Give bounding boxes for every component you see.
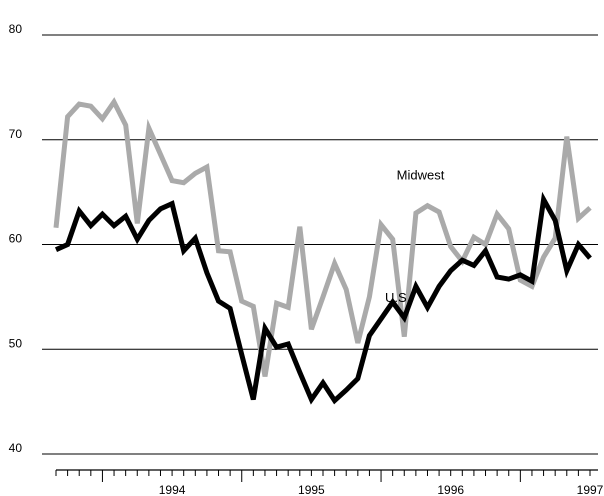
series-lines — [53, 97, 592, 405]
x-axis — [55, 469, 598, 482]
series-line-midwest — [53, 97, 592, 377]
gridlines — [42, 34, 598, 455]
y-tick-label-60: 60 — [9, 232, 23, 246]
x-tick-labels: 1994 1995 1996 1997 — [159, 483, 604, 496]
series-labels: U.S. Midwest — [385, 168, 445, 306]
y-tick-label-80: 80 — [9, 22, 23, 36]
series-label-midwest: Midwest — [397, 168, 445, 183]
x-tick-label-1996: 1996 — [437, 483, 464, 496]
y-tick-label-70: 70 — [9, 127, 23, 141]
series-line-u-s — [54, 191, 592, 405]
series-label-u-s: U.S. — [385, 290, 410, 305]
x-tick-label-1997: 1997 — [577, 483, 604, 496]
y-tick-labels: 40 50 60 70 80 — [9, 22, 23, 455]
y-tick-label-40: 40 — [9, 441, 23, 455]
x-tick-label-1995: 1995 — [298, 483, 325, 496]
y-tick-label-50: 50 — [9, 336, 23, 350]
x-tick-label-1994: 1994 — [159, 483, 186, 496]
